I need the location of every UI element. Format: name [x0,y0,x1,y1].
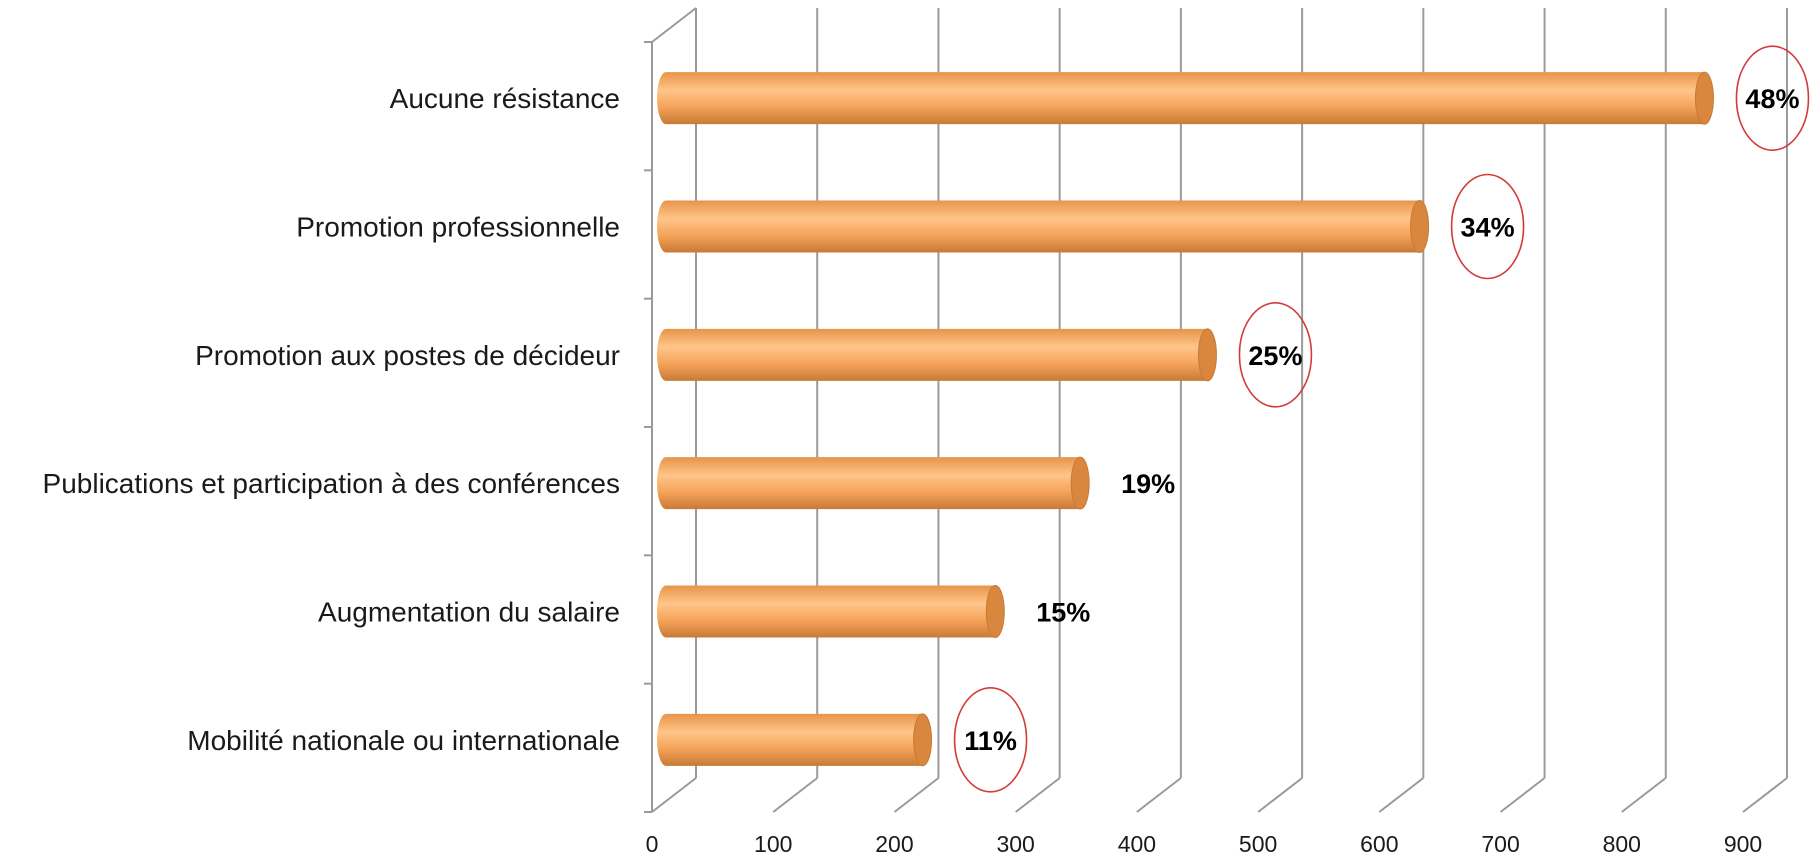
data-label: 15% [1036,598,1090,628]
category-label: Mobilité nationale ou internationale [187,725,620,756]
highlight-circle [953,687,1028,793]
floor-gridline [1378,777,1424,813]
x-tick-label: 0 [646,831,659,857]
bar-cap [1410,200,1430,253]
category-label: Promotion professionnelle [296,212,620,243]
bar-cap [985,585,1005,638]
floor-gridline [1136,777,1182,813]
data-label: 34% [1461,213,1515,243]
x-tick-label: 600 [1360,831,1398,857]
category-label: Aucune résistance [390,83,620,114]
data-labels: 48% 34% 25% 19% 15% 11% [953,45,1810,793]
data-label: 25% [1248,341,1302,371]
floor-gridline [1742,777,1788,813]
floor-gridline [1015,777,1061,813]
bar-cap [1070,456,1090,510]
bar [657,71,1714,125]
bar [657,328,1217,382]
data-label: 11% [964,726,1017,756]
wall-top-line [651,7,697,43]
bar-body [657,200,1420,253]
category-label: Publications et participation à des conf… [43,468,620,499]
bar [657,456,1090,510]
floor-gridline [1257,777,1303,813]
x-tick-label: 100 [754,831,792,857]
highlight-circle [1450,173,1525,280]
bar-body [657,72,1705,125]
x-tick-label: 400 [1118,831,1156,857]
bar-cap [913,713,933,767]
x-tick-label: 900 [1724,831,1762,857]
highlight-circle [1238,302,1313,408]
data-label: 48% [1745,84,1799,114]
bar-body [657,457,1081,510]
x-axis: 0 100 200 300 400 500 600 700 800 900 [646,831,1763,857]
category-label: Promotion aux postes de décideur [195,340,620,371]
highlight-circle [1735,45,1810,151]
bar-body [657,328,1208,381]
floor-gridline [1621,777,1667,813]
data-label: 19% [1121,469,1175,499]
x-tick-label: 200 [875,831,913,857]
x-tick-label: 800 [1603,831,1641,857]
x-tick-label: 300 [996,831,1034,857]
category-label: Augmentation du salaire [318,597,620,628]
bar-cap [1694,71,1714,125]
x-tick-label: 700 [1481,831,1519,857]
bar-cap [1197,328,1217,382]
x-tick-label: 500 [1239,831,1277,857]
grid-layer [644,7,1788,813]
floor-gridline [1499,777,1546,813]
bar [657,200,1430,253]
bars [657,71,1714,767]
bar [657,713,933,767]
bar-body [657,713,923,766]
floor-gridline [772,777,818,813]
floor-gridline [893,777,940,813]
bar [657,585,1005,638]
bar-body [657,585,996,638]
category-labels: Aucune résistance Promotion professionnel… [43,83,620,756]
floor-gridline [651,777,697,813]
